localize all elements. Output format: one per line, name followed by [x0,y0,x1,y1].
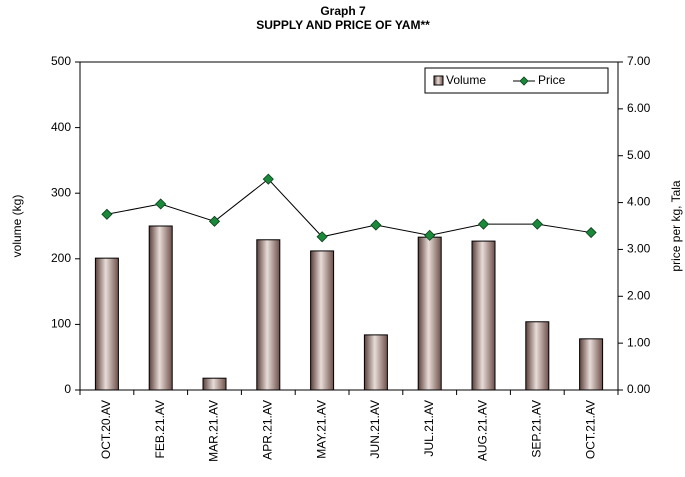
bar [417,236,442,391]
x-tick-label: FEB.21.AV [153,400,167,458]
bar [148,225,173,391]
y2-tick-label: 0.00 [627,382,651,396]
y2-tick-label: 6.00 [627,101,651,115]
bar [363,334,388,391]
y-tick-label: 400 [51,120,71,134]
y2-axis-label: price per kg, Tala [669,180,683,271]
bar [256,239,281,391]
price-marker [262,173,274,185]
legend-label: Volume [446,73,486,87]
price-marker [370,219,382,231]
price-marker [585,226,597,239]
price-marker [424,229,436,241]
bar [525,321,550,391]
y-tick-label: 200 [51,251,71,265]
bar [94,257,119,391]
y2-tick-label: 4.00 [627,195,651,209]
chart-title: Graph 7 [320,4,366,18]
price-marker [101,208,113,220]
legend-label: Price [538,73,566,87]
x-tick-label: OCT.21.AV [583,400,597,459]
bar [471,240,496,391]
price-marker [477,218,490,230]
price-marker [208,215,221,227]
y2-tick-label: 2.00 [627,288,651,302]
x-tick-label: MAY.21.AV [314,400,328,459]
chart-subtitle: SUPPLY AND PRICE OF YAM** [256,18,430,32]
x-tick-label: AUG.21.AV [476,400,490,461]
y-axis-label: volume (kg) [10,195,24,258]
price-marker [155,198,167,210]
price-line [106,178,592,238]
y2-tick-label: 1.00 [627,335,651,349]
y2-tick-label: 7.00 [627,54,651,68]
bar [579,338,604,391]
x-tick-label: JUN.21.AV [368,400,382,458]
y-tick-label: 100 [51,317,71,331]
y-tick-label: 500 [51,54,71,68]
bar [202,377,227,391]
price-marker [316,231,328,243]
x-tick-label: APR.21.AV [260,400,274,460]
x-tick-label: SEP.21.AV [529,400,543,458]
bar [310,250,335,391]
x-tick-label: OCT.20.AV [99,400,113,459]
y2-tick-label: 5.00 [627,148,651,162]
y-tick-label: 0 [64,382,71,396]
x-tick-label: JUL.21.AV [422,400,436,456]
price-marker [531,218,543,230]
y-tick-label: 300 [51,185,71,199]
x-tick-label: MAR.21.AV [207,400,221,462]
legend-swatch [433,75,444,86]
y2-tick-label: 3.00 [627,242,651,256]
legend-marker [519,76,529,86]
